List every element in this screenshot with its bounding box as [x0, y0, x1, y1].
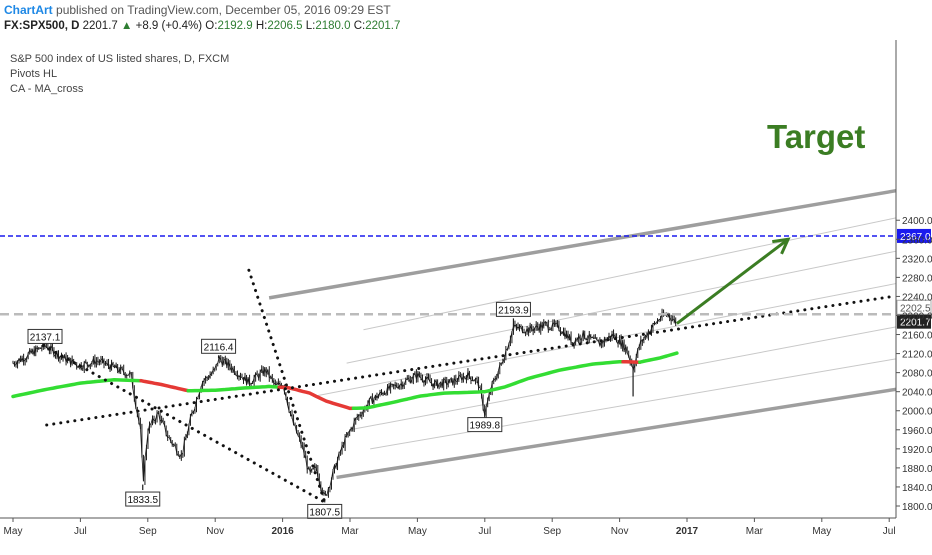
pivot-label: 1989.8: [470, 421, 501, 432]
publish-info: ChartArt published on TradingView.com, D…: [4, 3, 391, 17]
y-tick-label: 2160.0: [902, 331, 932, 342]
last-price: 2201.7: [83, 20, 118, 32]
x-tick-label: 2016: [271, 526, 294, 537]
target-annotation: Target: [767, 118, 865, 155]
y-tick-label: 2200.0: [902, 311, 932, 322]
legend-pivots: Pivots HL: [10, 68, 57, 80]
y-tick-label: 2240.0: [902, 292, 932, 303]
y-tick-label: 1880.0: [902, 464, 932, 475]
high-label: H:: [256, 20, 268, 32]
y-tick-label: 1960.0: [902, 426, 932, 437]
high-value: 2206.5: [267, 20, 302, 32]
publish-text: published on TradingView.com, December 0…: [56, 3, 391, 17]
x-tick-label: Jul: [74, 526, 87, 537]
low-label: L:: [306, 20, 316, 32]
pivot-label: 1807.5: [309, 507, 340, 518]
open-value: 2192.9: [217, 20, 252, 32]
x-tick-label: Sep: [543, 526, 561, 537]
price-change: +8.9 (+0.4%): [136, 20, 202, 32]
y-tick-label: 1800.0: [902, 502, 932, 513]
change-up-icon: ▲: [121, 20, 132, 32]
y-tick-label: 2000.0: [902, 407, 932, 418]
low-value: 2180.0: [315, 20, 350, 32]
pivot-label: 2193.9: [498, 305, 529, 316]
x-tick-label: May: [4, 526, 23, 537]
legend-title: S&P 500 index of US listed shares, D, FX…: [10, 53, 229, 65]
y-tick-label: 2280.0: [902, 273, 932, 284]
close-value: 2201.7: [365, 20, 400, 32]
x-tick-label: Nov: [611, 526, 629, 537]
chart-header: ChartArt published on TradingView.com, D…: [0, 0, 932, 40]
y-tick-label: 1920.0: [902, 445, 932, 456]
x-tick-label: Nov: [206, 526, 224, 537]
pivot-label: 2116.4: [204, 342, 234, 353]
y-tick-label: 2320.0: [902, 254, 932, 265]
y-tick-label: 2400.0: [902, 216, 932, 227]
open-label: O:: [205, 20, 217, 32]
x-tick-label: May: [408, 526, 427, 537]
x-tick-label: Mar: [341, 526, 359, 537]
x-tick-label: Jul: [478, 526, 491, 537]
x-tick-label: 2017: [676, 526, 699, 537]
pivot-label: 1833.5: [127, 495, 158, 506]
pivot-label: 2137.1: [30, 332, 61, 343]
y-tick-label: 1840.0: [902, 483, 932, 494]
y-tick-label: 2360.0: [902, 235, 932, 246]
brand-logo-text[interactable]: ChartArt: [4, 3, 53, 17]
symbol-label[interactable]: FX:SPX500, D: [4, 20, 79, 32]
y-tick-label: 2120.0: [902, 350, 932, 361]
y-tick-label: 2040.0: [902, 388, 932, 399]
x-tick-label: May: [812, 526, 831, 537]
x-tick-label: Mar: [746, 526, 764, 537]
close-label: C:: [354, 20, 366, 32]
x-tick-label: Sep: [139, 526, 157, 537]
legend-ma-cross: CA - MA_cross: [10, 83, 84, 95]
ohlc-info: FX:SPX500, D 2201.7 ▲ +8.9 (+0.4%) O:219…: [4, 20, 400, 32]
y-tick-label: 2080.0: [902, 369, 932, 380]
x-tick-label: Jul: [883, 526, 896, 537]
chart-background: [0, 40, 932, 550]
